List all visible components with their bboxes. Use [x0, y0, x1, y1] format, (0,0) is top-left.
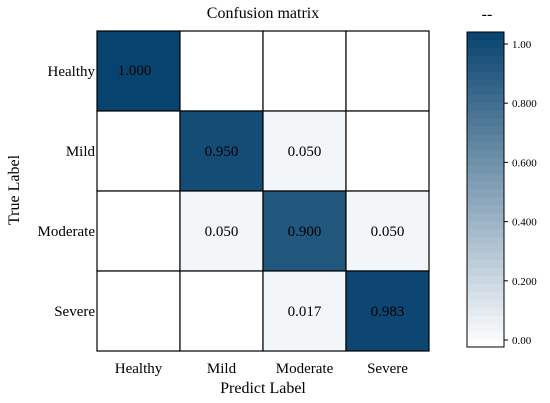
heatmap-cell-3-1 [179, 270, 264, 352]
colorbar: 0.00 0.200 0.400 0.600 0.800 1.00 [466, 31, 537, 348]
colorbar-tick-label: 0.800 [512, 98, 537, 110]
cell-value-label: 0.050 [371, 224, 405, 240]
colorbar-segment [467, 197, 504, 206]
heatmap-cell-2-0 [96, 190, 181, 272]
colorbar-segment [467, 315, 504, 324]
colorbar-segment [467, 189, 504, 198]
cell-value-label: 1.000 [118, 63, 152, 79]
colorbar-segment [467, 63, 504, 72]
colorbar-segment [467, 39, 504, 49]
colorbar-segment [467, 102, 504, 112]
heatmap-cell-0-3 [345, 30, 430, 112]
heatmap-cell-2-3 [345, 190, 430, 272]
y-tick-label: Severe [54, 304, 95, 320]
colorbar-segment [467, 244, 504, 254]
cell-value-label: 0.050 [205, 224, 239, 240]
colorbar-segment [467, 213, 504, 222]
colorbar-segment [467, 331, 504, 340]
colorbar-segment [467, 95, 504, 104]
colorbar-segment [467, 126, 504, 135]
cell-value-label: 0.050 [288, 144, 322, 160]
x-tick-label: Moderate [276, 361, 334, 377]
x-axis-label: Predict Label [220, 380, 306, 397]
colorbar-tick-label: 0.00 [512, 335, 532, 347]
colorbar-segment [467, 205, 504, 214]
colorbar-segment [467, 32, 504, 41]
colorbar-segment [467, 221, 504, 230]
heatmap-cell-0-1 [179, 30, 264, 112]
y-axis-label: True Label [6, 154, 23, 225]
cell-value-label: 0.983 [371, 304, 405, 320]
heatmap-cell-3-0 [96, 270, 181, 352]
cell-value-label: 0.017 [288, 304, 322, 320]
heatmap-cell-0-2 [262, 30, 347, 112]
colorbar-segment [467, 71, 504, 80]
y-tick-label: Healthy [48, 64, 96, 80]
colorbar-segment [467, 236, 504, 246]
colorbar-segment [467, 228, 504, 238]
colorbar-segment [467, 55, 504, 65]
colorbar-segment [467, 158, 504, 167]
x-tick-label: Healthy [115, 361, 163, 377]
colorbar-segment [467, 284, 504, 293]
colorbar-tick-label: 0.200 [512, 276, 537, 288]
chart-title: Confusion matrix [207, 5, 319, 22]
heatmap-cell-1-1 [179, 110, 264, 192]
colorbar-segment [467, 142, 504, 151]
heatmap-cell-2-1 [179, 190, 264, 272]
colorbar-segment [467, 110, 504, 120]
colorbar-segment [467, 339, 504, 348]
heatmap-cell-1-2 [262, 110, 347, 192]
colorbar-segment [467, 260, 504, 269]
colorbar-segment [467, 134, 504, 143]
colorbar-segment [467, 118, 504, 128]
x-axis-ticks: Healthy Mild Moderate Severe [115, 361, 408, 377]
colorbar-segment [467, 79, 504, 88]
colorbar-title: -- [482, 6, 493, 23]
y-tick-label: Mild [66, 144, 96, 160]
colorbar-segment [467, 299, 504, 309]
colorbar-segment [467, 173, 504, 183]
colorbar-segment [467, 165, 504, 175]
colorbar-tick-label: 0.600 [512, 157, 537, 169]
heatmap-cell-3-3 [345, 270, 430, 352]
colorbar-segment [467, 150, 504, 159]
heatmap-cells [96, 30, 430, 352]
heatmap-cell-labels: 1.000 0.950 0.050 0.050 0.900 0.050 0.017 0.983 [118, 63, 405, 320]
colorbar-segment [467, 87, 504, 96]
heatmap-cell-1-3 [345, 110, 430, 192]
cell-value-label: 0.950 [205, 144, 239, 160]
colorbar-tick-label: 1.00 [512, 39, 532, 51]
colorbar-segment [467, 181, 504, 191]
y-tick-label: Moderate [38, 224, 96, 240]
colorbar-segment [467, 47, 504, 57]
x-tick-label: Severe [367, 361, 408, 377]
heatmap-cell-0-0 [96, 30, 181, 112]
colorbar-segment [467, 276, 504, 285]
colorbar-segment [467, 268, 504, 277]
cell-value-label: 0.900 [288, 224, 322, 240]
heatmap-cell-1-0 [96, 110, 181, 192]
colorbar-segment [467, 252, 504, 261]
colorbar-segment [467, 323, 504, 332]
colorbar-tick-label: 0.400 [512, 217, 537, 229]
colorbar-segment [467, 307, 504, 317]
heatmap-cell-3-2 [262, 270, 347, 352]
x-tick-label: Mild [207, 361, 237, 377]
colorbar-segment [467, 291, 504, 301]
y-axis-ticks: Healthy Mild Moderate Severe [38, 64, 96, 320]
colorbar-frame [466, 31, 505, 348]
